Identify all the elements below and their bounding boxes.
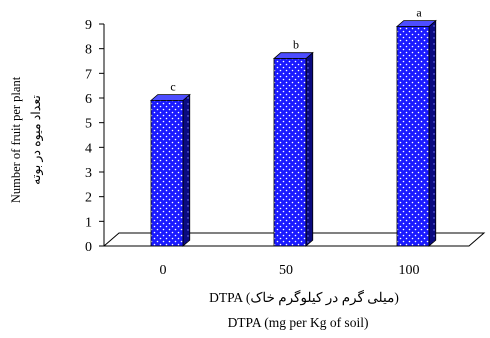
significance-letter-50: b (293, 38, 299, 52)
bar-front-100 (396, 26, 430, 247)
y-axis-label-en: Number of fruit per plant (9, 76, 23, 203)
x-tick-label-100: 100 (399, 263, 420, 278)
y-tick-label-1: 1 (85, 215, 92, 230)
bar-100 (395, 19, 437, 247)
y-tick-label-2: 2 (85, 191, 92, 206)
y-tick-label-3: 3 (85, 166, 92, 181)
x-axis-label-fa: DTPA (میلی گرم در کیلوگرم خاک) (209, 289, 399, 306)
y-tick-label-6: 6 (85, 92, 92, 107)
chart-floor (102, 232, 486, 247)
y-axis-label-fa: تعداد میوه در بوته (29, 95, 44, 185)
bar-0 (149, 93, 191, 247)
bar-side-0 (182, 93, 191, 247)
bar-top-0 (149, 94, 191, 101)
bar-top-100 (395, 20, 437, 27)
bar-50 (272, 51, 314, 247)
y-tick-label-4: 4 (85, 141, 92, 156)
bar-side-50 (305, 51, 314, 247)
x-tick-label-50: 50 (279, 263, 293, 278)
y-tick-label-0: 0 (85, 240, 92, 255)
y-tick-label-7: 7 (85, 67, 92, 82)
significance-letter-100: a (416, 6, 422, 20)
bar-side-100 (428, 19, 437, 247)
bar-front-0 (150, 100, 184, 247)
y-tick-label-9: 9 (85, 18, 92, 33)
y-tick-label-5: 5 (85, 117, 92, 132)
x-axis-label-en: DTPA (mg per Kg of soil) (228, 315, 369, 330)
bar-top-50 (272, 52, 314, 59)
y-tick-label-8: 8 (85, 43, 92, 58)
bar-front-50 (273, 58, 307, 247)
significance-letter-0: c (170, 80, 175, 94)
x-tick-label-0: 0 (160, 263, 167, 278)
